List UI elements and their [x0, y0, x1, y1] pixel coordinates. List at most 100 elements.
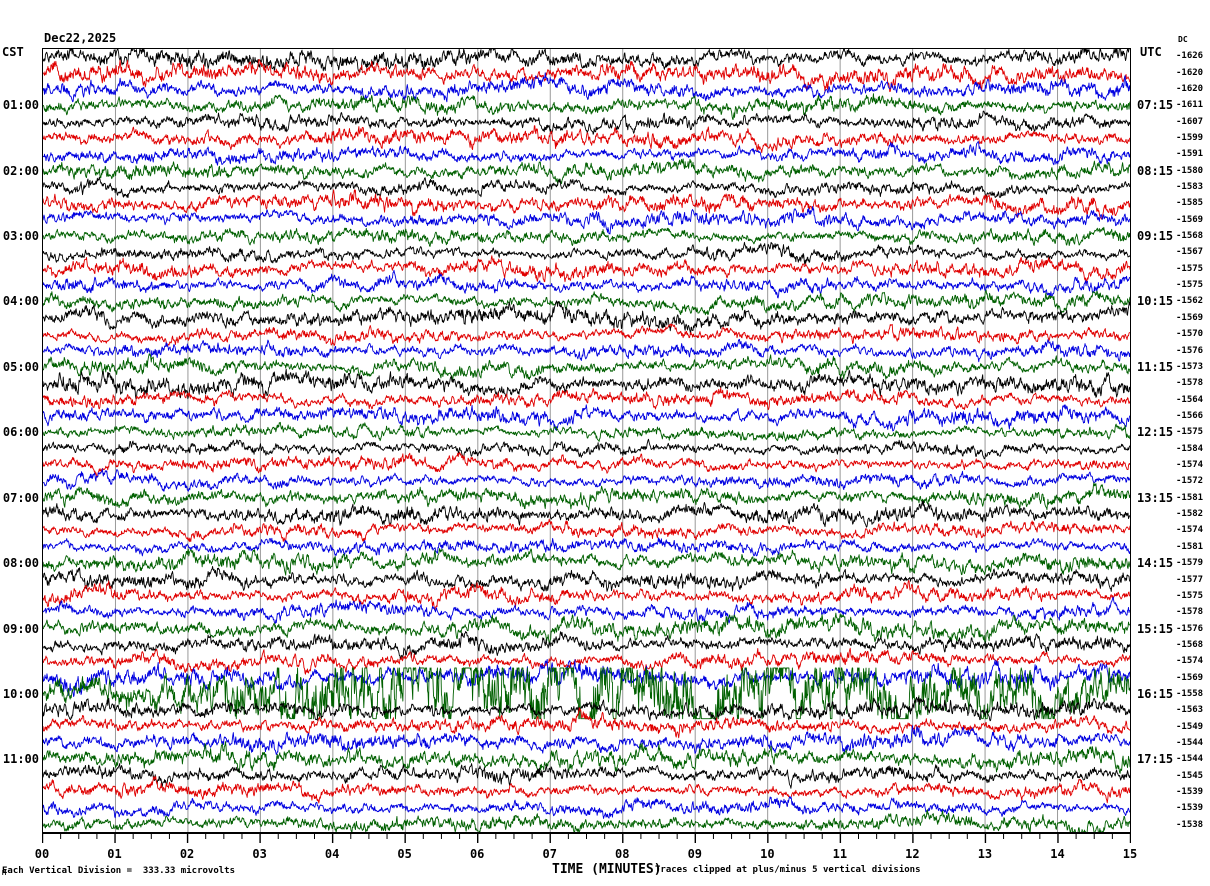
- dc-value-label: -1626: [1176, 51, 1204, 62]
- seismic-trace: [43, 49, 1130, 73]
- dc-value-label: -1582: [1176, 509, 1204, 520]
- dc-value-label: -1538: [1176, 819, 1204, 830]
- x-tick-label: 13: [977, 847, 993, 861]
- dc-value-label: -1572: [1176, 476, 1204, 487]
- dc-value-label: -1577: [1176, 574, 1204, 585]
- dc-value-label: -1574: [1176, 525, 1204, 536]
- x-tick-label: 03: [252, 847, 267, 861]
- utc-time-label: 17:15: [1137, 752, 1174, 767]
- seismic-trace: [43, 775, 1130, 804]
- seismic-trace: [43, 158, 1130, 185]
- dc-value-label: -1620: [1176, 67, 1204, 78]
- dc-value-label: -1611: [1176, 100, 1204, 111]
- seismic-trace: [43, 269, 1130, 299]
- x-tick-label: 09: [687, 847, 703, 861]
- cst-time-label: 03:00: [2, 229, 39, 244]
- dc-value-label: -1573: [1176, 361, 1204, 372]
- x-tick-label: 04: [324, 847, 340, 861]
- seismic-trace: [43, 110, 1130, 135]
- cst-time-label: 11:00: [2, 752, 39, 767]
- x-axis-ticks: [42, 833, 1131, 843]
- seismic-trace: [43, 518, 1130, 543]
- x-tick-label: 08: [615, 847, 630, 861]
- utc-time-label: 10:15: [1137, 294, 1174, 309]
- seismic-trace: [43, 176, 1130, 199]
- dc-value-label: -1544: [1176, 738, 1204, 749]
- dc-value-label: -1576: [1176, 345, 1204, 356]
- cst-time-label: 06:00: [2, 425, 39, 440]
- seismic-trace: [43, 368, 1130, 400]
- x-tick-label: 10: [760, 847, 775, 861]
- cst-time-label: 01:00: [2, 98, 39, 113]
- seismic-trace: [43, 438, 1130, 460]
- x-axis-title: TIME (MINUTES): [552, 862, 662, 877]
- dc-value-label: -1580: [1176, 165, 1204, 176]
- x-tick-label: 15: [1122, 847, 1138, 861]
- seismic-trace: [43, 500, 1130, 528]
- dc-value-label: -1570: [1176, 329, 1204, 340]
- seismic-trace: [43, 596, 1130, 624]
- dc-value-label: -1549: [1176, 721, 1204, 732]
- clip-note: Traces clipped at plus/minus 5 vertical …: [655, 865, 921, 875]
- scale-note: Each Vertical Division = 333.33 microvol…: [2, 866, 235, 876]
- dc-value-label: -1576: [1176, 623, 1204, 634]
- dc-value-label: -1620: [1176, 83, 1204, 94]
- seismic-trace: [43, 580, 1130, 610]
- seismogram-plot[interactable]: [42, 48, 1131, 833]
- dc-value-label: -1574: [1176, 656, 1204, 667]
- seismic-trace: [43, 59, 1130, 93]
- seismic-trace: [43, 566, 1130, 592]
- cst-time-label: 09:00: [2, 621, 39, 636]
- dc-value-label: -1579: [1176, 558, 1204, 569]
- dc-value-label: -1575: [1176, 590, 1204, 601]
- utc-time-label: 09:15: [1137, 229, 1174, 244]
- seismic-trace: [43, 205, 1130, 235]
- dc-value-label: -1562: [1176, 296, 1204, 307]
- seismic-trace: [43, 323, 1130, 346]
- dc-value-label: -1574: [1176, 460, 1204, 471]
- seismic-trace: [43, 763, 1130, 789]
- seismic-trace: [43, 93, 1130, 121]
- cst-time-label: 02:00: [2, 163, 39, 178]
- utc-time-label: 15:15: [1137, 621, 1174, 636]
- cst-time-label: 10:00: [2, 686, 39, 701]
- dc-value-label: -1539: [1176, 803, 1204, 814]
- dc-column-header: DC: [1178, 35, 1188, 44]
- seismic-trace: [43, 548, 1130, 576]
- seismogram-canvas: [43, 49, 1130, 832]
- dc-value-label: -1581: [1176, 541, 1204, 552]
- dc-value-label: -1584: [1176, 443, 1204, 454]
- seismic-trace: [43, 725, 1130, 756]
- seismic-trace: [43, 289, 1130, 316]
- dc-value-label: -1544: [1176, 754, 1204, 765]
- seismic-trace: [43, 72, 1130, 103]
- cst-time-label: 07:00: [2, 490, 39, 505]
- dc-value-label: -1545: [1176, 770, 1204, 781]
- x-tick-label: 07: [542, 847, 557, 861]
- dc-value-label: -1575: [1176, 427, 1204, 438]
- x-tick-label: 06: [469, 847, 485, 861]
- x-axis: 00 01 02 03 04 05 06 07 08 09 10 11 12 13 14 15: [35, 833, 1137, 861]
- utc-time-label: 07:15: [1137, 98, 1174, 113]
- x-tick-label: 05: [397, 847, 412, 861]
- seismic-trace: [43, 404, 1130, 432]
- seismic-trace: [43, 353, 1130, 381]
- cst-time-label: 08:00: [2, 556, 39, 571]
- header-date: Dec22,2025: [44, 31, 117, 45]
- seismic-trace: [43, 125, 1130, 154]
- dc-value-label: -1585: [1176, 198, 1204, 209]
- seismic-trace: [43, 658, 1130, 697]
- seismic-trace: [43, 300, 1130, 335]
- utc-time-column: 07:15 08:15 09:15 10:15 11:15 12:15 13:15 14:15…: [1133, 48, 1179, 833]
- utc-time-label: 16:15: [1137, 686, 1174, 701]
- dc-value-label: -1569: [1176, 312, 1204, 323]
- x-tick-label: 01: [107, 847, 122, 861]
- x-tick-label: 00: [34, 847, 50, 861]
- dc-value-label: -1578: [1176, 607, 1204, 618]
- seismic-trace: [43, 226, 1130, 247]
- dc-value-label: -1569: [1176, 672, 1204, 683]
- dc-value-label: -1568: [1176, 639, 1204, 650]
- seismic-trace: [43, 241, 1130, 265]
- x-tick-label: 11: [832, 847, 848, 861]
- seismic-trace: [43, 796, 1130, 819]
